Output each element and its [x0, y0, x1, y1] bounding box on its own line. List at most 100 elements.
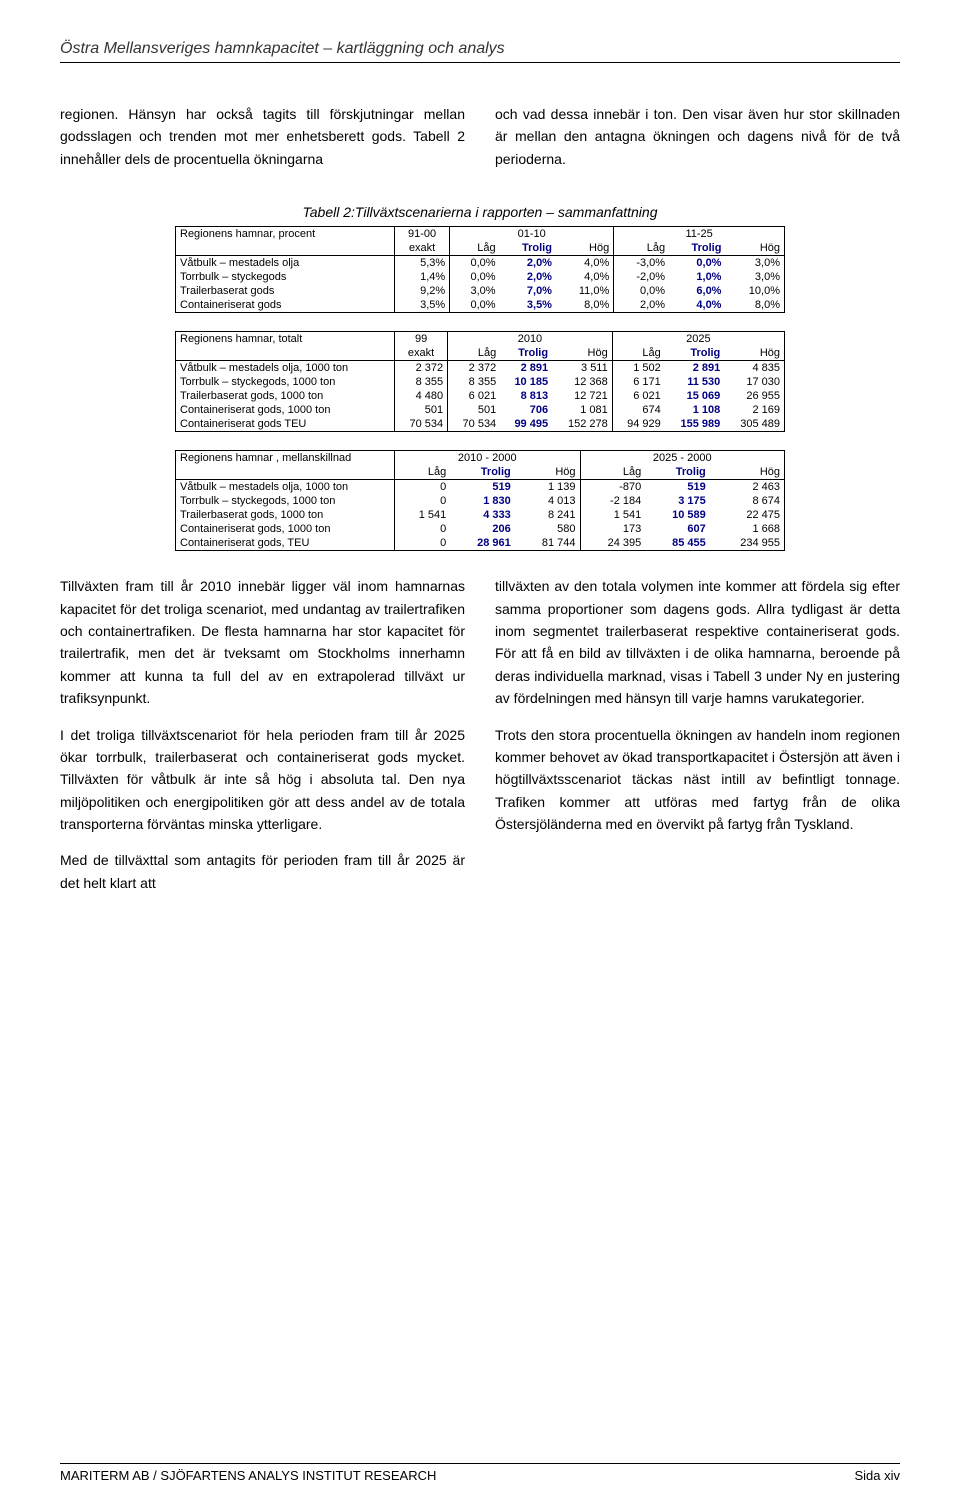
t1-r1-v6: 3,0%	[725, 270, 784, 284]
t1-r3-label: Containeriserat gods	[176, 298, 395, 313]
t2-r3-v4: 674	[612, 403, 665, 417]
t1-sub-2: Trolig	[500, 241, 556, 256]
table-row: Containeriserat gods 3,5% 0,0% 3,5% 8,0%…	[176, 298, 785, 313]
t3-r0-v4: 519	[645, 480, 709, 495]
t3-r3-v4: 607	[645, 522, 709, 536]
t3-r4-v0: 0	[395, 536, 451, 551]
t1-hdr-0110: 01-10	[450, 227, 614, 242]
t1-r1-v1: 0,0%	[450, 270, 500, 284]
t2-r4-label: Containeriserat gods TEU	[176, 417, 395, 432]
t2-r3-v3: 1 081	[552, 403, 612, 417]
t1-r2-v3: 11,0%	[556, 284, 614, 298]
t2-r0-v5: 2 891	[665, 361, 725, 376]
table-row: Trailerbaserat gods, 1000 ton 4 480 6 02…	[176, 389, 785, 403]
t1-sub-6: Hög	[725, 241, 784, 256]
t1-r0-v3: 4,0%	[556, 256, 614, 271]
t1-title: Regionens hamnar, procent	[176, 227, 395, 242]
t1-r1-label: Torrbulk – styckegods	[176, 270, 395, 284]
t3-hdr-2010: 2010 - 2000	[395, 451, 581, 466]
t1-r3-v2: 3,5%	[500, 298, 556, 313]
t1-r2-v2: 7,0%	[500, 284, 556, 298]
intro-left: regionen. Hänsyn har också tagits till f…	[60, 103, 465, 184]
t3-r1-label: Torrbulk – styckegods, 1000 ton	[176, 494, 395, 508]
body-right-p1: Trots den stora procentuella ökningen av…	[495, 724, 900, 836]
t1-r0-v1: 0,0%	[450, 256, 500, 271]
t2-r3-v5: 1 108	[665, 403, 725, 417]
t3-r2-v2: 8 241	[515, 508, 580, 522]
t2-r1-v6: 17 030	[724, 375, 784, 389]
t1-sub-1: Låg	[450, 241, 500, 256]
t1-r3-v5: 4,0%	[669, 298, 725, 313]
t2-hdr-99: 99	[395, 332, 448, 347]
t2-r2-v4: 6 021	[612, 389, 665, 403]
t2-sub-3: Hög	[552, 346, 612, 361]
t3-r0-v3: -870	[580, 480, 645, 495]
t3-r1-v5: 8 674	[710, 494, 785, 508]
body-left-p2: Med de tillväxttal som antagits för peri…	[60, 849, 465, 894]
t3-r2-v0: 1 541	[395, 508, 451, 522]
t2-r1-v0: 8 355	[395, 375, 448, 389]
intro-left-text: regionen. Hänsyn har också tagits till f…	[60, 103, 465, 170]
table-caption: Tabell 2:Tillväxtscenarierna i rapporten…	[60, 204, 900, 220]
t2-r2-v1: 6 021	[448, 389, 501, 403]
body-left-p0: Tillväxten fram till år 2010 innebär lig…	[60, 575, 465, 709]
table-row: Torrbulk – styckegods, 1000 ton 0 1 830 …	[176, 494, 785, 508]
table-row: Torrbulk – styckegods, 1000 ton 8 355 8 …	[176, 375, 785, 389]
t2-sub-2: Trolig	[500, 346, 552, 361]
t1-r2-v0: 9,2%	[395, 284, 450, 298]
t1-r0-v4: -3,0%	[614, 256, 669, 271]
table-mellanskillnad: Regionens hamnar , mellanskillnad 2010 -…	[175, 450, 785, 551]
t2-r3-v1: 501	[448, 403, 501, 417]
t3-r2-v4: 10 589	[645, 508, 709, 522]
t3-r1-v3: -2 184	[580, 494, 645, 508]
t3-r3-v1: 206	[450, 522, 514, 536]
t2-r2-label: Trailerbaserat gods, 1000 ton	[176, 389, 395, 403]
t2-r4-v4: 94 929	[612, 417, 665, 432]
t1-r0-v0: 5,3%	[395, 256, 450, 271]
t3-r4-v4: 85 455	[645, 536, 709, 551]
table-row: Containeriserat gods, 1000 ton 0 206 580…	[176, 522, 785, 536]
intro-columns: regionen. Hänsyn har också tagits till f…	[60, 103, 900, 184]
t2-r4-v6: 305 489	[724, 417, 784, 432]
t3-r2-v3: 1 541	[580, 508, 645, 522]
t1-sub-5: Trolig	[669, 241, 725, 256]
t3-r3-v5: 1 668	[710, 522, 785, 536]
t1-hdr-9100: 91-00	[395, 227, 450, 242]
t2-r1-label: Torrbulk – styckegods, 1000 ton	[176, 375, 395, 389]
t2-r4-v5: 155 989	[665, 417, 725, 432]
t2-r3-v0: 501	[395, 403, 448, 417]
body-left-p1: I det troliga tillväxtscenariot för hela…	[60, 724, 465, 836]
t1-r1-v2: 2,0%	[500, 270, 556, 284]
t2-r4-v3: 152 278	[552, 417, 612, 432]
t1-r2-label: Trailerbaserat gods	[176, 284, 395, 298]
table-totalt: Regionens hamnar, totalt 99 2010 2025 ex…	[175, 331, 785, 432]
t2-r2-v3: 12 721	[552, 389, 612, 403]
t2-r2-v2: 8 813	[500, 389, 552, 403]
t3-hdr-2025: 2025 - 2000	[580, 451, 785, 466]
t2-sub-1: Låg	[448, 346, 501, 361]
t3-r4-v3: 24 395	[580, 536, 645, 551]
t1-sub-3: Hög	[556, 241, 614, 256]
t3-sub-3: Låg	[580, 465, 645, 480]
t3-r3-v0: 0	[395, 522, 451, 536]
t2-r2-v0: 4 480	[395, 389, 448, 403]
t1-r1-v0: 1,4%	[395, 270, 450, 284]
t2-r1-v1: 8 355	[448, 375, 501, 389]
t3-r0-label: Våtbulk – mestadels olja, 1000 ton	[176, 480, 395, 495]
t1-r2-v1: 3,0%	[450, 284, 500, 298]
t1-r1-v5: 1,0%	[669, 270, 725, 284]
t1-r3-v0: 3,5%	[395, 298, 450, 313]
t1-r3-v6: 8,0%	[725, 298, 784, 313]
t3-r2-v1: 4 333	[450, 508, 514, 522]
t3-title: Regionens hamnar , mellanskillnad	[176, 451, 395, 466]
t1-r1-v3: 4,0%	[556, 270, 614, 284]
table-row: Torrbulk – styckegods 1,4% 0,0% 2,0% 4,0…	[176, 270, 785, 284]
t2-r2-v5: 15 069	[665, 389, 725, 403]
t3-r0-v1: 519	[450, 480, 514, 495]
t2-r3-label: Containeriserat gods, 1000 ton	[176, 403, 395, 417]
t3-r0-v5: 2 463	[710, 480, 785, 495]
table-procent: Regionens hamnar, procent 91-00 01-10 11…	[175, 226, 785, 313]
t2-r2-v6: 26 955	[724, 389, 784, 403]
t2-r0-v1: 2 372	[448, 361, 501, 376]
t2-r0-v4: 1 502	[612, 361, 665, 376]
